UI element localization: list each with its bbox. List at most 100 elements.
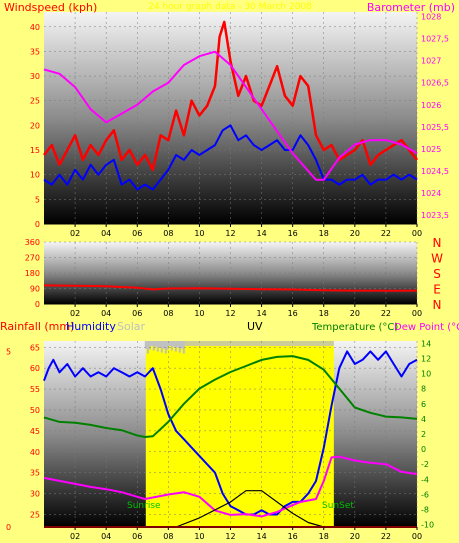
windspeed-y-tick-label: 40	[30, 23, 40, 32]
temperature-y-tick-label: -10	[421, 521, 434, 530]
temperature-x-tick-label: 22	[381, 532, 391, 541]
humidity-y-tick-label: 45	[30, 427, 40, 436]
direction-y-tick-label: 90	[30, 285, 40, 294]
direction-x-tick-label: 18	[319, 309, 329, 318]
temperature-y-tick-label: -8	[421, 506, 429, 515]
barometer-axis-title: Barometer (mb)	[367, 1, 455, 14]
wind-x-tick-label: 18	[319, 229, 329, 238]
temperature-y-tick-label: 6	[421, 400, 426, 409]
temperature-legend-label: Temperature (°C)	[311, 322, 398, 333]
temperature-x-tick-label: 00	[412, 532, 422, 541]
barometer-y-tick-label: 1027,5	[421, 35, 449, 44]
direction-x-tick-label: 20	[350, 309, 360, 318]
direction-x-tick-label: 04	[101, 309, 111, 318]
solar-layer	[144, 341, 334, 527]
temperature-y-tick-label: 8	[421, 385, 426, 394]
compass-label: N	[433, 236, 442, 250]
solar-legend-label: Solar	[117, 320, 146, 333]
solar-trace-top	[145, 341, 334, 346]
humidity-series-line	[43, 350, 418, 516]
barometer-y-tick-label: 1025	[421, 145, 441, 154]
compass-label: W	[431, 252, 443, 266]
temperature-series-line	[43, 355, 418, 438]
chart-title: 24 hour graph data - 30 March 2008	[148, 2, 312, 12]
temperature-x-tick-label: 06	[132, 532, 142, 541]
temperature-y-tick-label: 4	[421, 415, 426, 424]
windspeed-y-tick-label: 35	[30, 47, 40, 56]
temperature-x-tick-label: 14	[256, 532, 266, 541]
temperature-x-tick-label: 12	[225, 532, 235, 541]
temperature-y-tick-label: 2	[421, 430, 426, 439]
axis-layer: 02 04 06 08 10 12 14 16 18 20 22 000510152025303540…	[6, 12, 449, 541]
humidity-y-tick-label: 35	[30, 469, 40, 478]
humidity-y-tick-label: 55	[30, 385, 40, 394]
wind-x-tick-label: 20	[350, 229, 360, 238]
temperature-y-tick-label: 14	[421, 339, 431, 348]
temperature-y-tick-label: -6	[421, 490, 429, 499]
windspeed-axis-title: Windspeed (kph)	[4, 1, 97, 14]
gust-series-line	[43, 20, 418, 172]
wind-x-tick-label: 14	[256, 229, 266, 238]
temperature-x-tick-label: 16	[288, 532, 298, 541]
sunset-annotation: SunSet	[322, 501, 354, 511]
compass-label: S	[433, 267, 441, 281]
wind-x-tick-label: 06	[132, 229, 142, 238]
compass-label: E	[433, 283, 441, 297]
direction-x-tick-label: 08	[163, 309, 173, 318]
barometer-y-tick-label: 1023,5	[421, 211, 449, 220]
windspeed-y-tick-label: 5	[35, 195, 40, 204]
temperature-x-tick-label: 04	[101, 532, 111, 541]
wind-x-tick-label: 04	[101, 229, 111, 238]
wind-x-tick-label: 02	[70, 229, 80, 238]
average-series-line	[43, 124, 418, 191]
direction-x-tick-label: 22	[381, 309, 391, 318]
temperature-x-tick-label: 10	[194, 532, 204, 541]
temperature-x-tick-label: 18	[319, 532, 329, 541]
wind-x-tick-label: 22	[381, 229, 391, 238]
direction-x-tick-label: 16	[288, 309, 298, 318]
barometer-y-tick-label: 1026,5	[421, 79, 449, 88]
rainfall-y-tick-label: 5	[6, 348, 11, 357]
temperature-y-tick-label: 12	[421, 354, 431, 363]
compass-label: N	[433, 298, 442, 312]
humidity-y-tick-label: 30	[30, 490, 40, 499]
windspeed-y-tick-label: 10	[30, 171, 40, 180]
temperature-x-tick-label: 20	[350, 532, 360, 541]
humidity-y-tick-label: 50	[30, 406, 40, 415]
humidity-y-tick-label: 40	[30, 448, 40, 457]
wind-x-tick-label: 10	[194, 229, 204, 238]
temperature-y-tick-label: 0	[421, 445, 426, 454]
temperature-x-tick-label: 02	[70, 532, 80, 541]
barometer-series-line	[43, 50, 418, 181]
rainfall-axis-title: Rainfall (mm)	[0, 320, 74, 333]
direction-x-tick-label: 02	[70, 309, 80, 318]
direction-series-line	[43, 284, 418, 292]
rainfall-y-tick-label: 0	[6, 523, 11, 532]
direction-x-tick-label: 06	[132, 309, 142, 318]
direction-y-tick-label: 360	[25, 238, 40, 247]
direction-y-tick-label: 180	[25, 269, 40, 278]
direction-x-tick-label: 14	[256, 309, 266, 318]
direction-x-tick-label: 00	[412, 309, 422, 318]
windspeed-y-tick-label: 25	[30, 97, 40, 106]
direction-x-tick-label: 10	[194, 309, 204, 318]
wind-x-tick-label: 00	[412, 229, 422, 238]
humidity-y-tick-label: 25	[30, 510, 40, 519]
direction-y-tick-label: 0	[35, 300, 40, 309]
humidity-y-tick-label: 60	[30, 364, 40, 373]
dew_point-series-line	[43, 455, 418, 518]
windspeed-y-tick-label: 0	[35, 220, 40, 229]
sunrise-annotation: Sunrise	[127, 501, 161, 511]
barometer-y-tick-label: 1026	[421, 101, 441, 110]
windspeed-y-tick-label: 15	[30, 146, 40, 155]
wind-x-tick-label: 12	[225, 229, 235, 238]
barometer-y-tick-label: 1024	[421, 189, 441, 198]
direction-y-tick-label: 270	[25, 254, 40, 263]
wind-x-tick-label: 08	[163, 229, 173, 238]
humidity-y-tick-label: 65	[30, 343, 40, 352]
windspeed-y-tick-label: 30	[30, 72, 40, 81]
solar-band	[145, 341, 334, 527]
direction-x-tick-label: 12	[225, 309, 235, 318]
